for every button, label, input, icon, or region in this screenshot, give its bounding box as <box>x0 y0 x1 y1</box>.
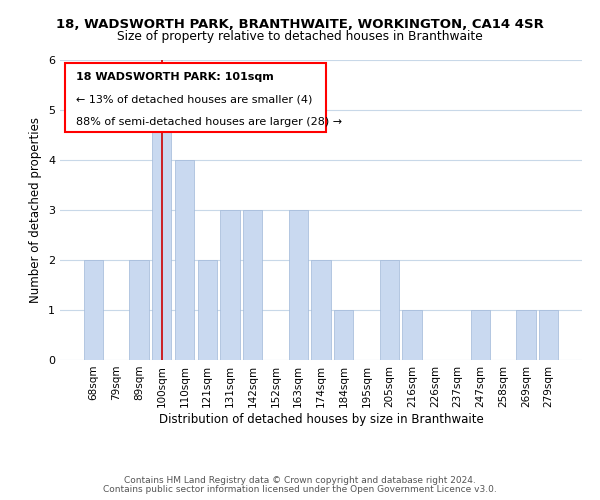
Text: 18 WADSWORTH PARK: 101sqm: 18 WADSWORTH PARK: 101sqm <box>76 72 274 82</box>
Bar <box>334 310 353 360</box>
FancyBboxPatch shape <box>65 63 326 132</box>
Text: Contains public sector information licensed under the Open Government Licence v3: Contains public sector information licen… <box>103 485 497 494</box>
Bar <box>220 210 239 360</box>
Text: Size of property relative to detached houses in Branthwaite: Size of property relative to detached ho… <box>117 30 483 43</box>
Bar <box>197 260 217 360</box>
Bar <box>516 310 536 360</box>
Text: ← 13% of detached houses are smaller (4): ← 13% of detached houses are smaller (4) <box>76 94 312 104</box>
Bar <box>289 210 308 360</box>
Text: 18, WADSWORTH PARK, BRANTHWAITE, WORKINGTON, CA14 4SR: 18, WADSWORTH PARK, BRANTHWAITE, WORKING… <box>56 18 544 30</box>
Bar <box>129 260 149 360</box>
Bar <box>470 310 490 360</box>
Bar <box>403 310 422 360</box>
Bar <box>539 310 558 360</box>
Bar <box>243 210 262 360</box>
Bar <box>152 110 172 360</box>
Y-axis label: Number of detached properties: Number of detached properties <box>29 117 43 303</box>
X-axis label: Distribution of detached houses by size in Branthwaite: Distribution of detached houses by size … <box>158 412 484 426</box>
Bar <box>380 260 399 360</box>
Bar <box>311 260 331 360</box>
Bar <box>175 160 194 360</box>
Text: 88% of semi-detached houses are larger (28) →: 88% of semi-detached houses are larger (… <box>76 117 342 127</box>
Text: Contains HM Land Registry data © Crown copyright and database right 2024.: Contains HM Land Registry data © Crown c… <box>124 476 476 485</box>
Bar <box>84 260 103 360</box>
